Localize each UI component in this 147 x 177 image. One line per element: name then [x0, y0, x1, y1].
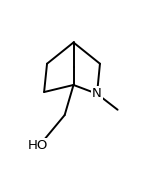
Text: N: N — [92, 87, 102, 100]
Text: HO: HO — [28, 139, 48, 152]
